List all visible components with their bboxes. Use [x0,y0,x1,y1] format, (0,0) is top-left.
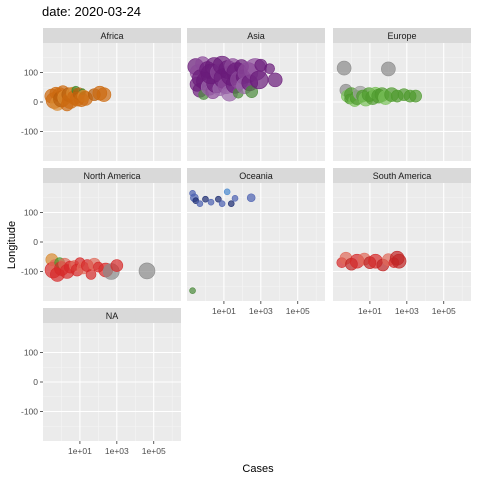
facet-label-asia: Asia [247,31,265,41]
panel-plot-area [43,323,181,441]
facet-label-na: NA [106,311,119,321]
facet-strip-oceania [187,168,325,183]
y-tick-label: 0 [33,97,38,107]
panel-plot-area [187,183,325,301]
data-point-asia-34 [249,70,269,90]
data-point-oceania-4 [202,195,209,203]
facet-asia: Asia [187,28,325,161]
facet-label-north-america: North America [83,171,140,181]
x-tick-label: 1e+03 [395,306,419,316]
panel-plot-area [187,43,325,161]
data-point-europe-0 [336,60,352,76]
x-tick-label: 1e+03 [105,446,129,456]
data-point-africa-22 [96,87,112,102]
y-axis-label: Longitude [6,221,18,269]
data-point-oceania-9 [227,200,235,207]
data-point-oceania-12 [189,287,196,294]
y-tick-label: 100 [24,68,38,78]
x-tick-label: 1e+05 [286,306,310,316]
panel-plot-area [43,43,181,161]
facet-label-south-america: South America [373,171,432,181]
data-point-north-america-14 [85,269,97,280]
data-point-north-america-19 [110,259,124,272]
facet-south-america: South America 1e+01 1e+03 1e+05 [333,168,471,316]
facet-north-america: North America 100 0 -100 [21,168,181,301]
y-tick-label: 100 [24,208,38,218]
facet-africa: Africa 100 0 -100 [21,28,181,161]
y-tick-label: 0 [33,377,38,387]
data-point-oceania-10 [231,195,239,202]
data-point-oceania-5 [207,198,215,206]
data-point-south-america-11 [391,253,407,269]
y-tick-label: 100 [24,348,38,358]
facet-label-oceania: Oceania [239,171,273,181]
panel-plot-area [333,183,471,301]
data-point-europe-16 [381,61,396,77]
y-tick-label: -100 [21,127,38,137]
facet-strip-europe [333,28,471,43]
x-tick-label: 1e+01 [358,306,382,316]
data-point-asia-36 [264,63,275,74]
facet-panels: Africa 100 0 -100 Asia Europe North America 100… [21,28,471,456]
data-point-asia-32 [245,85,258,98]
facet-oceania: Oceania 1e+01 1e+03 1e+05 [187,168,325,316]
data-point-europe-21 [409,89,422,103]
chart-title: date: 2020-03-24 [42,4,141,19]
y-tick-label: 0 [33,237,38,247]
y-tick-label: -100 [21,267,38,277]
facet-europe: Europe [333,28,471,161]
facet-strip-asia [187,28,325,43]
x-tick-label: 1e+05 [142,446,166,456]
facet-strip-north-america [43,168,181,183]
x-tick-label: 1e+05 [432,306,456,316]
facet-label-europe: Europe [387,31,416,41]
x-tick-label: 1e+01 [68,446,92,456]
x-axis-label: Cases [242,463,274,475]
data-point-asia-37 [267,72,283,88]
x-tick-label: 1e+01 [212,306,236,316]
data-point-oceania-6 [215,195,222,203]
data-point-north-america-20 [138,262,156,280]
y-tick-label: -100 [21,407,38,417]
facet-na: NA 100 0 -100 1e+01 1e+03 1e+05 [21,308,181,456]
facet-strip-na [43,308,181,323]
data-point-oceania-8 [223,188,231,196]
facet-strip-africa [43,28,181,43]
panel-plot-area [333,43,471,161]
facet-label-africa: Africa [100,31,123,41]
data-point-oceania-3 [196,200,204,207]
data-point-oceania-7 [218,200,226,207]
data-point-oceania-11 [246,193,256,203]
facet-strip-south-america [333,168,471,183]
panel-plot-area [43,183,181,301]
x-tick-label: 1e+03 [249,306,273,316]
